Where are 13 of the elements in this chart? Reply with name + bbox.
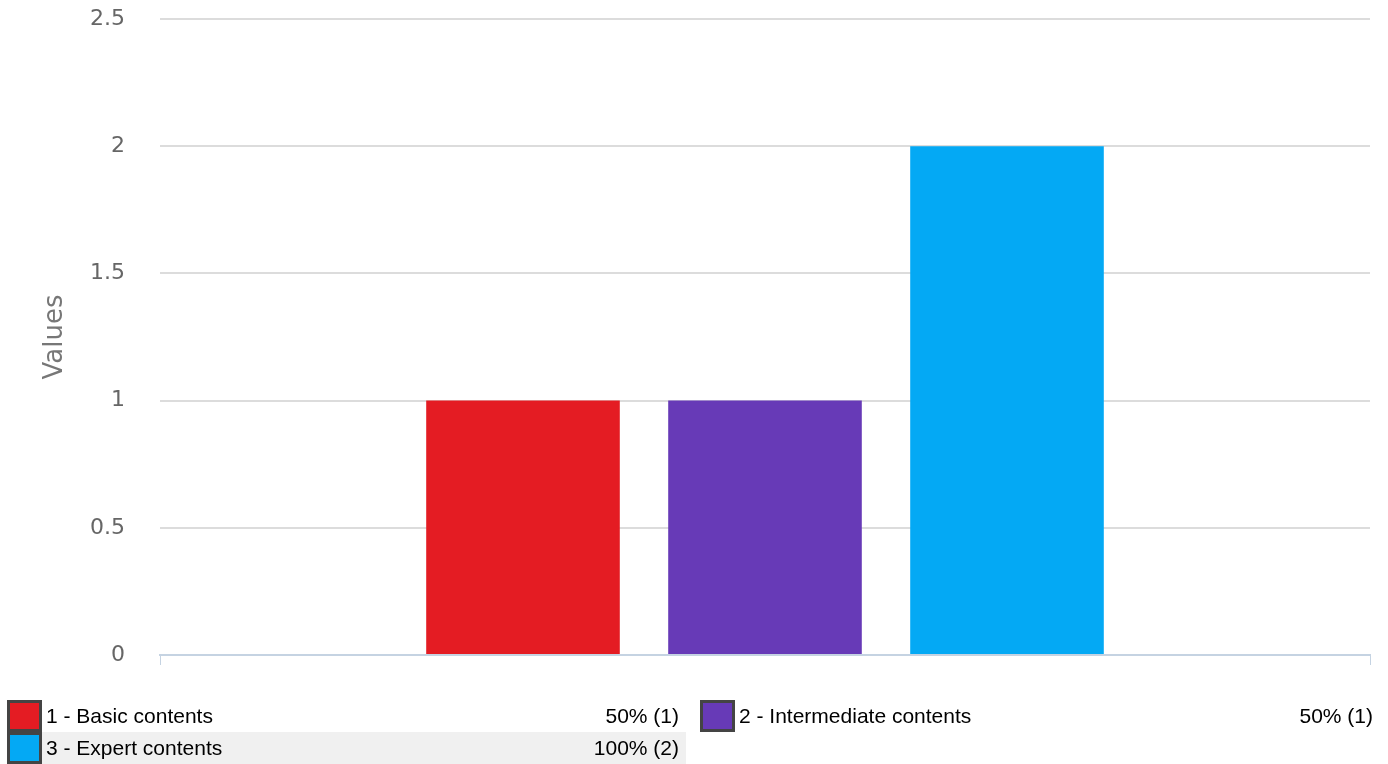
- y-tick-label: 2: [111, 131, 125, 157]
- y-tick-label: 0.5: [90, 513, 125, 539]
- y-axis-title: Values: [38, 294, 69, 380]
- legend-label: 3 - Expert contents: [46, 736, 223, 760]
- text: 50% (1): [605, 704, 679, 728]
- y-tick-label: 0: [111, 640, 125, 666]
- legend-label: 2 - Intermediate contents: [739, 704, 972, 728]
- legend-label: 1 - Basic contents: [46, 704, 213, 728]
- text: 100% (2): [593, 736, 679, 760]
- y-tick-label: 1: [111, 386, 125, 412]
- text: 50% (1): [1299, 704, 1373, 728]
- y-tick-label: 1.5: [90, 259, 125, 285]
- y-tick-label: 2.5: [90, 4, 125, 30]
